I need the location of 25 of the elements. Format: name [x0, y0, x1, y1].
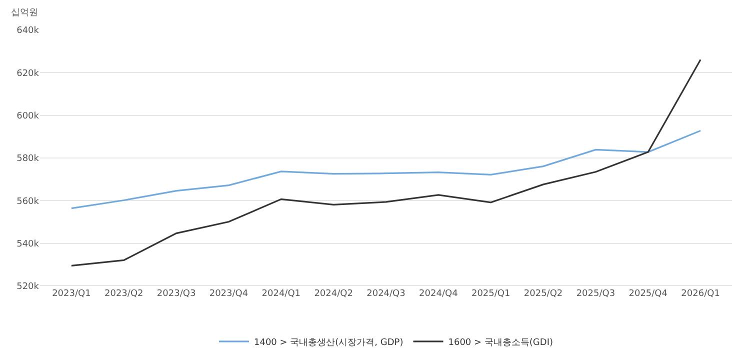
y-axis-title: 십억원 — [11, 8, 38, 18]
x-tick-label: 2024/Q2 — [314, 289, 353, 299]
x-tick-label: 2024/Q1 — [262, 289, 301, 299]
x-tick-label: 2023/Q1 — [52, 289, 91, 299]
y-tick-label: 540k — [16, 239, 40, 250]
line-series — [70, 58, 702, 267]
x-tick-label: 2026/Q1 — [681, 289, 720, 299]
x-tick-label: 2025/Q3 — [576, 289, 616, 299]
x-tick-label: 2025/Q2 — [524, 289, 563, 299]
x-tick-label: 2023/Q2 — [104, 289, 144, 299]
y-tick-label: 640k — [16, 26, 40, 36]
x-tick-label: 2024/Q4 — [419, 289, 458, 299]
y-tick-label: 520k — [16, 282, 40, 292]
x-tick-label: 2024/Q3 — [366, 289, 406, 299]
y-tick-label: 580k — [16, 154, 40, 164]
x-tick-label: 2025/Q4 — [628, 289, 668, 299]
legend-label: 1400 > 국내총생산(시장가격, GDP) — [254, 338, 404, 348]
line-series — [70, 130, 702, 210]
y-tick-label: 600k — [16, 111, 40, 122]
y-tick-label: 560k — [16, 196, 40, 207]
x-tick-label: 2025/Q1 — [471, 289, 510, 299]
x-tick-label: 2023/Q3 — [156, 289, 196, 299]
y-tick-label: 620k — [16, 68, 40, 79]
legend-label: 1600 > 국내총소득(GDI) — [448, 338, 553, 348]
x-tick-label: 2023/Q4 — [209, 289, 248, 299]
